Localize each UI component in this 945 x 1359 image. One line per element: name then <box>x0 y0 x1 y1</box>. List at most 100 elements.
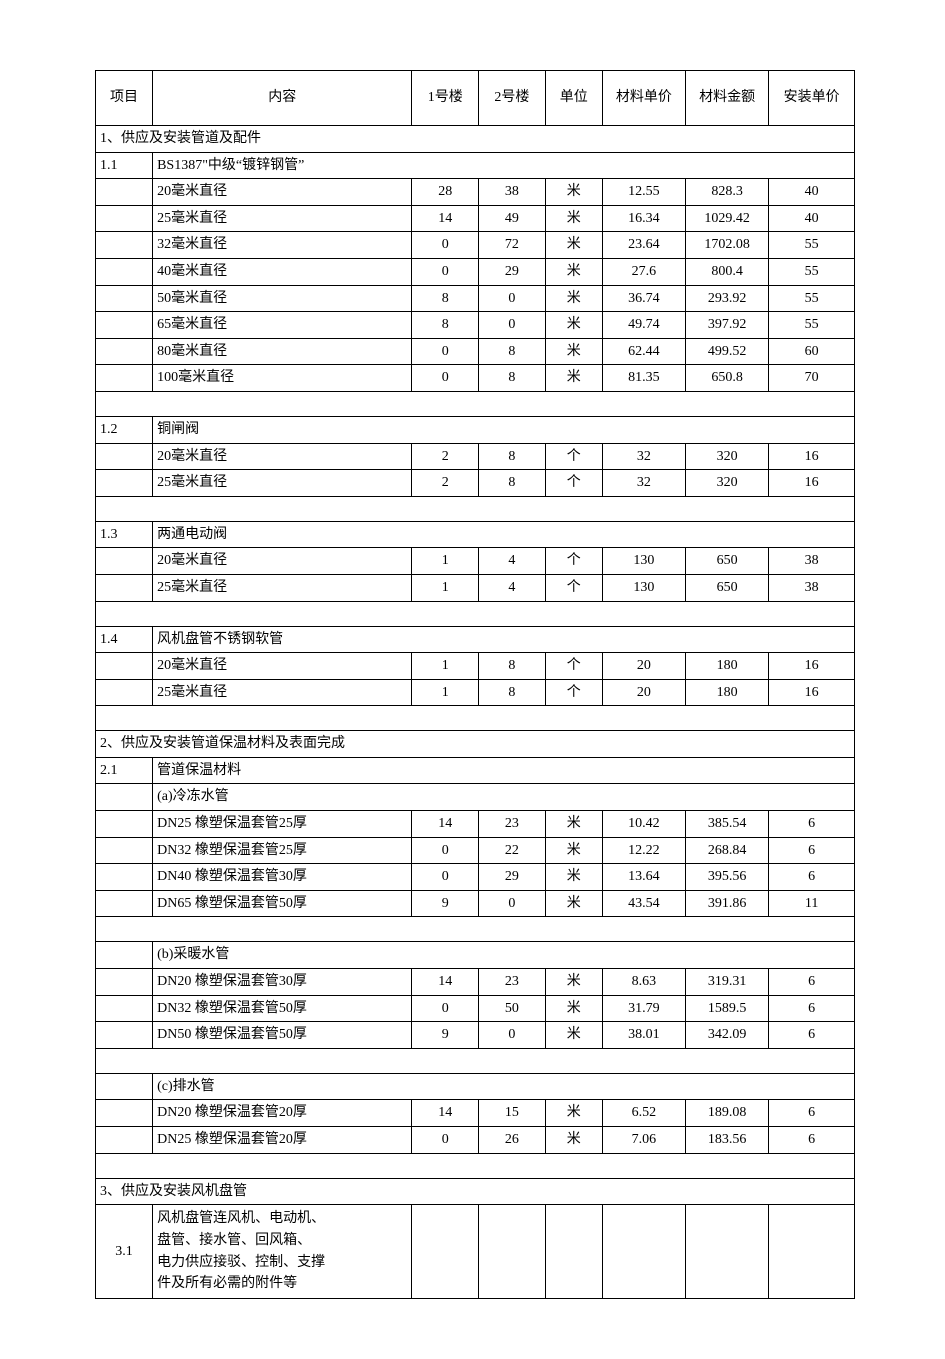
row-1-2: 20毫米直径28个3232016 <box>96 443 855 470</box>
sub-title: 风机盘管不锈钢软管 <box>153 626 855 653</box>
b1-cell: 28 <box>412 179 479 206</box>
inst-cell: 6 <box>769 1127 855 1154</box>
amount-cell: 342.09 <box>686 1022 769 1049</box>
desc-cell: 20毫米直径 <box>153 548 412 575</box>
b1-cell: 1 <box>412 548 479 575</box>
desc-cell: 25毫米直径 <box>153 470 412 497</box>
unit-cell: 米 <box>545 1022 602 1049</box>
blank <box>96 232 153 259</box>
desc-cell: DN25 橡塑保温套管20厚 <box>153 1127 412 1154</box>
amount-cell: 180 <box>686 679 769 706</box>
unit-cell: 米 <box>545 338 602 365</box>
unit-cell: 米 <box>545 995 602 1022</box>
group-label: (b)采暖水管 <box>153 942 855 969</box>
gap-cell <box>96 391 855 416</box>
row-1-1: 80毫米直径08米62.44499.5260 <box>96 338 855 365</box>
blank <box>96 548 153 575</box>
uprice-cell: 8.63 <box>602 969 685 996</box>
uprice-cell: 12.55 <box>602 179 685 206</box>
amount-cell: 828.3 <box>686 179 769 206</box>
desc-cell: 40毫米直径 <box>153 258 412 285</box>
uprice-cell: 36.74 <box>602 285 685 312</box>
amount-cell: 268.84 <box>686 837 769 864</box>
blank <box>96 1073 153 1100</box>
sub-no: 1.4 <box>96 626 153 653</box>
amount-cell: 385.54 <box>686 811 769 838</box>
b1-cell: 14 <box>412 969 479 996</box>
desc-cell: DN50 橡塑保温套管50厚 <box>153 1022 412 1049</box>
amount-cell: 293.92 <box>686 285 769 312</box>
b2-cell: 50 <box>479 995 546 1022</box>
unit-cell: 米 <box>545 1100 602 1127</box>
amount-cell: 320 <box>686 443 769 470</box>
amount-cell: 320 <box>686 470 769 497</box>
b2-cell: 8 <box>479 470 546 497</box>
b1-cell: 9 <box>412 1022 479 1049</box>
section-3: 3、供应及安装风机盘管 <box>96 1178 855 1205</box>
inst-cell: 40 <box>769 205 855 232</box>
row-2b: DN32 橡塑保温套管50厚050米31.791589.56 <box>96 995 855 1022</box>
group-c: (c)排水管 <box>96 1073 855 1100</box>
row-1-1: 100毫米直径08米81.35650.870 <box>96 365 855 392</box>
th-unit: 单位 <box>545 71 602 126</box>
row-2b: DN50 橡塑保温套管50厚90米38.01342.096 <box>96 1022 855 1049</box>
amount-cell: 1589.5 <box>686 995 769 1022</box>
b1-cell: 8 <box>412 312 479 339</box>
unit-cell: 米 <box>545 1127 602 1154</box>
b2-cell: 26 <box>479 1127 546 1154</box>
uprice-cell: 130 <box>602 548 685 575</box>
amount-cell: 189.08 <box>686 1100 769 1127</box>
blank <box>769 1205 855 1299</box>
unit-cell: 个 <box>545 653 602 680</box>
row-1-1: 20毫米直径2838米12.55828.340 <box>96 179 855 206</box>
row-1-1: 40毫米直径029米27.6800.455 <box>96 258 855 285</box>
inst-cell: 16 <box>769 679 855 706</box>
unit-cell: 个 <box>545 470 602 497</box>
blank <box>96 258 153 285</box>
th-desc: 内容 <box>153 71 412 126</box>
blank <box>96 179 153 206</box>
gap-row <box>96 1048 855 1073</box>
gap-cell <box>96 706 855 731</box>
blank <box>479 1205 546 1299</box>
section-title-cell: 1、供应及安装管道及配件 <box>96 126 855 153</box>
gap-cell <box>96 496 855 521</box>
row-2a: DN25 橡塑保温套管25厚1423米10.42385.546 <box>96 811 855 838</box>
inst-cell: 55 <box>769 285 855 312</box>
desc-cell: 65毫米直径 <box>153 312 412 339</box>
inst-cell: 6 <box>769 1022 855 1049</box>
inst-cell: 16 <box>769 470 855 497</box>
unit-cell: 米 <box>545 285 602 312</box>
uprice-cell: 13.64 <box>602 864 685 891</box>
row-1-3: 25毫米直径14个13065038 <box>96 574 855 601</box>
inst-cell: 55 <box>769 232 855 259</box>
amount-cell: 650 <box>686 548 769 575</box>
sub-1-3: 1.3两通电动阀 <box>96 521 855 548</box>
sub-no: 1.1 <box>96 152 153 179</box>
uprice-cell: 16.34 <box>602 205 685 232</box>
th-uprice: 材料单价 <box>602 71 685 126</box>
unit-cell: 米 <box>545 890 602 917</box>
sub-title: 两通电动阀 <box>153 521 855 548</box>
b1-cell: 14 <box>412 205 479 232</box>
blank <box>96 443 153 470</box>
unit-cell: 个 <box>545 574 602 601</box>
amount-cell: 1702.08 <box>686 232 769 259</box>
unit-cell: 米 <box>545 179 602 206</box>
uprice-cell: 6.52 <box>602 1100 685 1127</box>
gap-row <box>96 391 855 416</box>
blank <box>96 205 153 232</box>
row-2c: DN25 橡塑保温套管20厚026米7.06183.566 <box>96 1127 855 1154</box>
unit-cell: 米 <box>545 969 602 996</box>
blank <box>686 1205 769 1299</box>
amount-cell: 395.56 <box>686 864 769 891</box>
section-2: 2、供应及安装管道保温材料及表面完成 <box>96 731 855 758</box>
unit-cell: 米 <box>545 365 602 392</box>
unit-cell: 米 <box>545 232 602 259</box>
group-a: (a)冷冻水管 <box>96 784 855 811</box>
inst-cell: 38 <box>769 548 855 575</box>
uprice-cell: 20 <box>602 679 685 706</box>
inst-cell: 55 <box>769 312 855 339</box>
uprice-cell: 10.42 <box>602 811 685 838</box>
inst-cell: 6 <box>769 837 855 864</box>
